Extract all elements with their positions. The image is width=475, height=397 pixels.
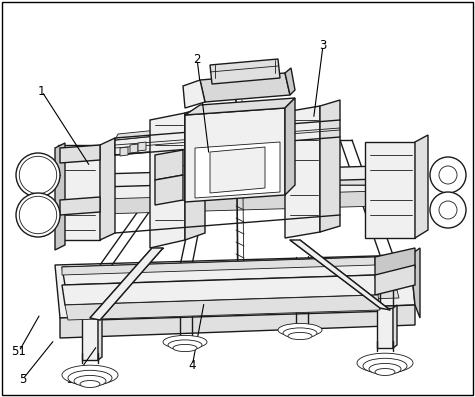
Ellipse shape (62, 365, 118, 385)
Polygon shape (60, 179, 420, 185)
Polygon shape (285, 106, 320, 238)
Ellipse shape (173, 345, 197, 352)
Polygon shape (285, 98, 295, 195)
Polygon shape (65, 190, 415, 215)
Polygon shape (90, 248, 163, 320)
Circle shape (16, 153, 60, 197)
Circle shape (19, 156, 57, 194)
Text: 5: 5 (19, 373, 27, 385)
Ellipse shape (168, 340, 202, 350)
Polygon shape (62, 275, 378, 305)
Polygon shape (55, 143, 65, 250)
Polygon shape (393, 305, 397, 348)
Polygon shape (155, 175, 183, 205)
Polygon shape (120, 147, 128, 156)
Text: 1: 1 (38, 85, 46, 98)
Polygon shape (210, 147, 265, 193)
Polygon shape (290, 240, 390, 310)
Ellipse shape (369, 363, 401, 375)
Polygon shape (375, 265, 415, 295)
Polygon shape (60, 197, 100, 215)
Polygon shape (65, 165, 415, 188)
Polygon shape (55, 255, 415, 318)
Circle shape (27, 204, 49, 226)
Polygon shape (98, 315, 102, 360)
Polygon shape (150, 113, 185, 248)
Polygon shape (65, 295, 380, 320)
Ellipse shape (283, 328, 317, 338)
Polygon shape (285, 68, 295, 95)
Polygon shape (100, 138, 115, 240)
Polygon shape (375, 248, 415, 277)
Ellipse shape (163, 335, 207, 349)
Polygon shape (195, 142, 280, 198)
Polygon shape (115, 132, 195, 155)
Polygon shape (320, 100, 340, 232)
Polygon shape (410, 248, 420, 318)
Ellipse shape (288, 332, 312, 339)
Polygon shape (365, 142, 415, 238)
Ellipse shape (363, 358, 407, 374)
Polygon shape (60, 305, 415, 338)
Polygon shape (82, 290, 399, 308)
Polygon shape (58, 145, 100, 240)
Circle shape (19, 196, 57, 234)
Ellipse shape (80, 380, 100, 387)
Text: 51: 51 (11, 345, 27, 358)
Polygon shape (115, 126, 197, 140)
Polygon shape (62, 257, 375, 275)
Polygon shape (377, 308, 393, 348)
Circle shape (439, 201, 457, 219)
Ellipse shape (375, 368, 395, 376)
Polygon shape (62, 257, 378, 285)
Ellipse shape (68, 370, 112, 386)
Circle shape (439, 166, 457, 184)
Polygon shape (185, 98, 295, 115)
Circle shape (430, 157, 466, 193)
Polygon shape (185, 108, 285, 202)
Polygon shape (185, 107, 205, 240)
Circle shape (27, 164, 49, 186)
Polygon shape (130, 144, 138, 153)
Polygon shape (60, 185, 422, 200)
Polygon shape (415, 135, 428, 238)
Polygon shape (82, 318, 98, 360)
Polygon shape (80, 283, 397, 300)
Text: 2: 2 (193, 53, 201, 66)
Polygon shape (155, 150, 183, 180)
Polygon shape (210, 59, 280, 84)
Text: 3: 3 (319, 39, 327, 52)
Polygon shape (200, 73, 290, 102)
Polygon shape (183, 80, 205, 108)
Polygon shape (138, 142, 146, 151)
Ellipse shape (74, 376, 106, 387)
Ellipse shape (357, 353, 413, 373)
Circle shape (430, 192, 466, 228)
Ellipse shape (278, 324, 322, 337)
Text: 52: 52 (66, 373, 81, 385)
Polygon shape (60, 145, 100, 163)
Text: 4: 4 (189, 359, 196, 372)
Circle shape (16, 193, 60, 237)
